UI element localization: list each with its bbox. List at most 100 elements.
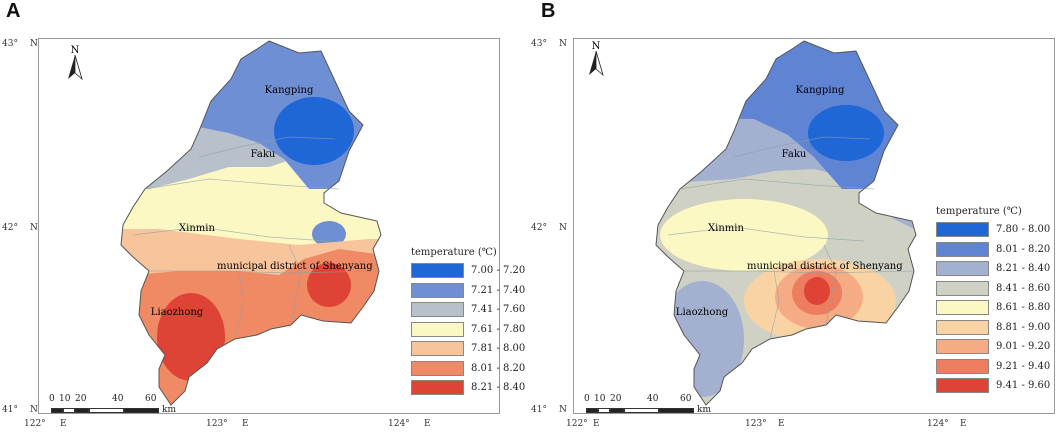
map-frame: N Kangping Faku Xinmin municipal distric…	[38, 38, 525, 415]
legend-label: 7.41 - 7.60	[471, 304, 526, 316]
lon-label-3: 124°	[388, 419, 410, 429]
lon-label-2: 123°	[745, 419, 767, 429]
legend-item: 8.01 - 8.20	[411, 359, 525, 379]
legend-label: 7.00 - 7.20	[471, 265, 526, 277]
lon-hemisphere-3: E	[424, 419, 431, 429]
place-label-shenyang: municipal district of Shenyang	[747, 261, 903, 272]
north-arrow-icon	[68, 55, 75, 79]
legend-item: 8.21 - 8.40	[411, 378, 525, 398]
lon-hemisphere-1: E	[593, 419, 600, 429]
legend-swatch	[936, 261, 989, 277]
legend-swatch	[411, 380, 464, 396]
scale-unit: km	[697, 405, 711, 415]
lon-label-3: 124°	[927, 419, 949, 429]
legend-label: 8.21 - 8.40	[471, 382, 526, 394]
scale-tick: 20	[75, 394, 87, 404]
lat-hemisphere-mid: N	[559, 223, 567, 233]
north-label: N	[592, 41, 601, 52]
legend-label: 7.80 - 8.00	[996, 224, 1051, 236]
lat-hemisphere-bot: N	[30, 405, 38, 415]
place-label-shenyang: municipal district of Shenyang	[217, 261, 373, 272]
legend-label: 8.61 - 8.80	[996, 302, 1051, 314]
north-arrow: N	[589, 41, 604, 77]
legend-item: 7.00 - 7.20	[411, 261, 525, 281]
north-arrow-icon	[589, 51, 596, 75]
lat-hemisphere-mid: N	[30, 223, 38, 233]
legend-label: 8.21 - 8.40	[996, 263, 1051, 275]
legend-swatch	[936, 300, 989, 316]
legend-item: 8.41 - 8.60	[936, 279, 1050, 299]
legend-item: 7.41 - 7.60	[411, 300, 525, 320]
scale-tick: 20	[610, 394, 622, 404]
legend-swatch	[936, 378, 989, 394]
legend-item: 9.01 - 9.20	[936, 337, 1050, 357]
lat-label-top: 43°	[531, 39, 547, 49]
lat-label-bot: 41°	[531, 405, 547, 415]
legend-label: 9.01 - 9.20	[996, 341, 1051, 353]
legend-swatch	[411, 321, 464, 337]
temperature-map: N Kangping Faku Xinmin municipal distric…	[68, 40, 382, 406]
lat-hemisphere-top: N	[559, 39, 567, 49]
lon-hemisphere-2: E	[242, 419, 249, 429]
legend-swatch	[936, 358, 989, 374]
scale-unit: km	[162, 405, 176, 415]
scale-tick: 10	[59, 394, 71, 404]
legend-swatch	[411, 302, 464, 318]
legend-label: 8.01 - 8.20	[996, 243, 1051, 255]
legend-item: 9.21 - 9.40	[936, 357, 1050, 377]
place-label-faku: Faku	[251, 149, 276, 160]
legend-label: 7.81 - 8.00	[471, 343, 526, 355]
lon-label-1: 122°	[24, 419, 46, 429]
legend-item: 8.21 - 8.40	[936, 259, 1050, 279]
lon-hemisphere-2: E	[778, 419, 785, 429]
legend-swatch	[411, 263, 464, 279]
legend-label: 8.81 - 9.00	[996, 321, 1051, 333]
lat-label-bot: 41°	[2, 405, 18, 415]
place-label-faku: Faku	[782, 149, 807, 160]
legend-swatch	[936, 222, 989, 238]
legend-swatch	[936, 339, 989, 355]
legend-label: 8.41 - 8.60	[996, 282, 1051, 294]
north-arrow: N	[68, 45, 83, 81]
map-frame: N Kangping Faku Xinmin municipal distric…	[573, 38, 1055, 415]
legend-swatch	[411, 341, 464, 357]
legend-item: 8.61 - 8.80	[936, 298, 1050, 318]
legend-swatch	[936, 319, 989, 335]
legend-item: 8.81 - 9.00	[936, 318, 1050, 338]
legend-swatch	[411, 282, 464, 298]
scale-ticks: 0 10 20 40 60	[584, 394, 711, 405]
legend-item: 7.61 - 7.80	[411, 320, 525, 340]
scale-tick: 40	[112, 394, 124, 404]
lat-label-mid: 42°	[531, 223, 547, 233]
legend-item: 7.81 - 8.00	[411, 339, 525, 359]
legend: temperature (℃) 7.80 - 8.00 8.01 - 8.20 8.…	[936, 206, 1050, 396]
legend-label: 7.61 - 7.80	[471, 323, 526, 335]
legend-title: temperature (℃)	[411, 247, 497, 258]
lat-label-mid: 42°	[2, 223, 18, 233]
legend-title: temperature (℃)	[936, 206, 1022, 217]
lon-hemisphere-1: E	[60, 419, 67, 429]
lon-label-1: 122°	[566, 419, 588, 429]
legend-label: 7.21 - 7.40	[471, 284, 526, 296]
scale-tick: 0	[584, 394, 590, 404]
legend: temperature (℃) 7.00 - 7.20 7.21 - 7.40 7.…	[411, 247, 525, 398]
legend-swatch	[936, 241, 989, 257]
panel-letter: A	[6, 0, 21, 22]
legend-label: 8.01 - 8.20	[471, 362, 526, 374]
legend-swatch	[936, 280, 989, 296]
lat-hemisphere-top: N	[30, 39, 38, 49]
legend-item: 9.41 - 9.60	[936, 376, 1050, 396]
legend-item: 7.80 - 8.00	[936, 220, 1050, 240]
panel-letter: B	[541, 0, 556, 22]
legend-label: 9.41 - 9.60	[996, 380, 1051, 392]
scale-tick: 60	[145, 394, 157, 404]
temperature-map: N Kangping Faku Xinmin municipal distric…	[589, 40, 917, 406]
place-label-liaozhong: Liaozhong	[676, 307, 729, 318]
legend-label: 9.21 - 9.40	[996, 360, 1051, 372]
scale-tick: 40	[647, 394, 659, 404]
scale-bar: 0 10 20 40 60 km	[49, 394, 176, 415]
place-label-xinmin: Xinmin	[708, 223, 744, 234]
legend-item: 8.01 - 8.20	[936, 240, 1050, 260]
scale-tick: 10	[594, 394, 606, 404]
place-label-kangping: Kangping	[265, 85, 314, 96]
